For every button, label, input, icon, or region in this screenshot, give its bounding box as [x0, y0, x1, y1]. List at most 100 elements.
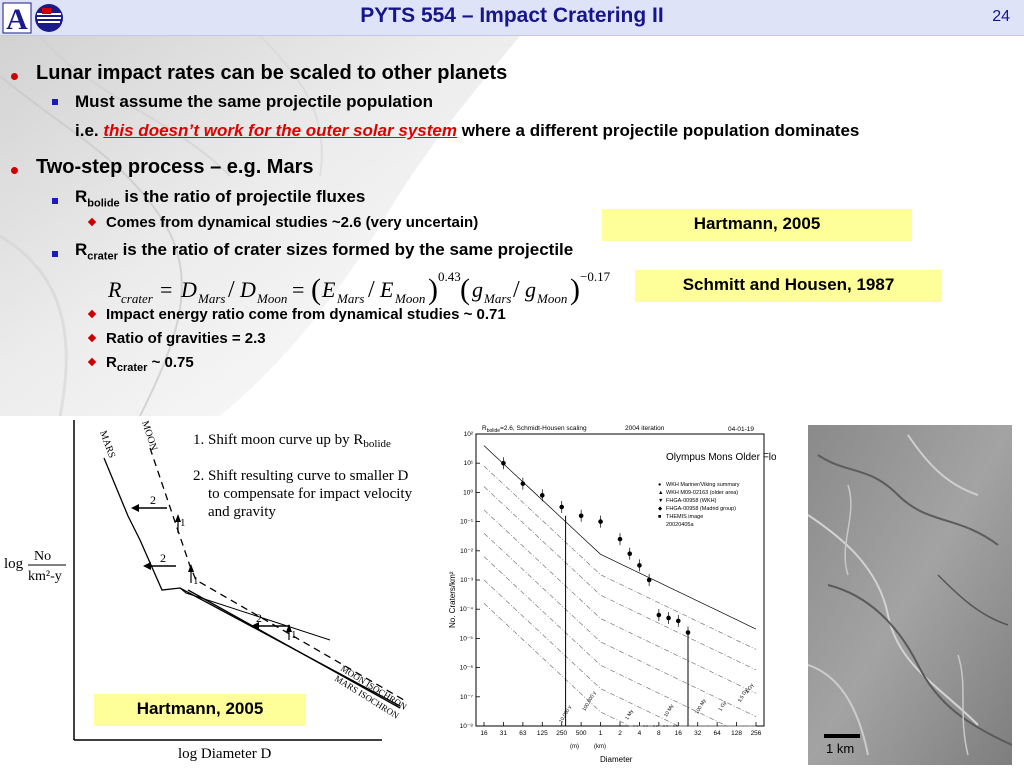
bullet-dot — [11, 167, 18, 174]
ie-prefix: i.e. — [75, 121, 104, 140]
university-logo: A — [2, 1, 66, 36]
legend-marker: ▲ — [658, 490, 663, 496]
data-point — [520, 481, 526, 486]
svg-text:g: g — [472, 277, 483, 302]
mars-curve-label: MARS — [97, 429, 117, 459]
chart-x-sublabel-m: (m) — [570, 744, 579, 750]
x-tick-label: 128 — [731, 730, 742, 737]
svg-text:D: D — [180, 277, 197, 302]
x-tick-label: 125 — [537, 730, 548, 737]
arrow-label-2c: 2 — [256, 611, 262, 625]
chart-x-axis-label: Diameter — [600, 755, 633, 764]
svg-text:=: = — [160, 277, 172, 302]
y-axis-denominator: km²-y — [28, 569, 62, 584]
svg-text:E: E — [321, 277, 336, 302]
x-tick-label: 500 — [576, 730, 587, 737]
scale-bar-label: 1 km — [826, 741, 854, 756]
olympus-mons-image: 1 km — [807, 425, 1013, 765]
chart-x-sublabel-km: (km) — [594, 744, 606, 750]
legend-entry: 20020405a — [666, 522, 694, 528]
legend-marker: ▼ — [658, 498, 663, 504]
arrow-label-1a: 1 — [180, 517, 186, 529]
y-tick-label: 10⁻⁶ — [460, 665, 474, 672]
bullet-ie-line: i.e. this doesn’t work for the outer sol… — [75, 121, 859, 141]
data-point — [539, 493, 545, 498]
legend-entry: THEMIS image — [666, 514, 703, 520]
arrow-label-2a: 2 — [150, 493, 156, 507]
y-axis-log: log — [4, 556, 24, 572]
logo-letter: A — [6, 3, 28, 35]
arrow-label-2b: 2 — [160, 551, 166, 565]
svg-text:/: / — [228, 277, 235, 303]
svg-text:0.43: 0.43 — [438, 269, 461, 284]
svg-text:crater: crater — [121, 291, 154, 306]
r-letter: R — [75, 187, 88, 206]
bullet-gravity-ratio: Ratio of gravities = 2.3 — [106, 330, 266, 347]
x-tick-label: 250 — [556, 730, 567, 737]
x-tick-label: 31 — [500, 730, 508, 737]
x-tick-label: 256 — [751, 730, 762, 737]
chart-ticks: 10² 10¹ 10⁰ 10⁻¹ 10⁻² 10⁻³ 10⁻⁴ 10⁻⁵ 10⁻⁶ 10⁻⁷ 10⁻… — [460, 431, 762, 737]
bullet-lunar-rates: Lunar impact rates can be scaled to othe… — [36, 62, 508, 84]
svg-text:=: = — [292, 277, 304, 302]
svg-text:−0.17: −0.17 — [580, 269, 611, 284]
data-point — [559, 504, 565, 510]
bullet-same-population: Must assume the same projectile populati… — [75, 92, 434, 111]
svg-text:): ) — [570, 273, 580, 306]
svg-text:Moon: Moon — [256, 291, 287, 306]
legend-entry: FHGA-00958 (WKH) — [666, 498, 717, 504]
step-1-text: 1. Shift moon curve up by Rbolide — [193, 432, 391, 450]
y-tick-label: 10⁻³ — [460, 577, 474, 584]
legend-marker: ● — [658, 482, 661, 488]
x-tick-label: 8 — [657, 730, 661, 737]
data-point — [637, 563, 642, 568]
bullet-dot — [11, 73, 18, 80]
svg-text:Moon: Moon — [394, 291, 425, 306]
legend-marker: ■ — [658, 514, 661, 520]
data-point — [675, 618, 681, 624]
svg-text:R: R — [108, 277, 122, 302]
citation-schmitt-housen-1987: Schmitt and Housen, 1987 — [635, 270, 942, 302]
bullet-square — [52, 198, 58, 204]
svg-text:/: / — [368, 277, 375, 303]
chart-header-mid: 2004 iteration — [625, 425, 665, 432]
chart-legend: ● WKH Mariner/Viking summary▲ WKH M09-0216… — [658, 482, 740, 528]
x-tick-label: 64 — [714, 730, 722, 737]
slide-title: PYTS 554 – Impact Cratering II — [360, 4, 664, 27]
data-point — [598, 519, 603, 524]
r-bolide-text: is the ratio of projectile fluxes — [119, 187, 366, 206]
r-crater-value-text: ~ 0.75 — [147, 354, 194, 371]
y-tick-label: 10⁻⁷ — [460, 694, 474, 701]
y-tick-label: 10¹ — [464, 460, 474, 467]
data-point — [666, 615, 671, 621]
y-tick-label: 10⁻⁴ — [460, 606, 474, 613]
moon-curve-label: MOON — [139, 420, 159, 452]
scaling-equation: R crater = D Mars / D Moon = ( E Mars / … — [107, 265, 628, 311]
bullet-square — [52, 99, 58, 105]
crater-subscript: crater — [87, 250, 118, 263]
y-tick-label: 10⁻⁸ — [460, 723, 474, 730]
crater-sfd-chart: Rbolide=2.6, Schmidt-Housen scaling 2004… — [440, 418, 789, 768]
data-point — [617, 536, 623, 542]
isochron-line — [483, 445, 757, 630]
bullet-square — [52, 251, 58, 257]
slide-header: A PYTS 554 – Impact Cratering II 24 — [0, 0, 1024, 36]
legend-marker: ◆ — [658, 506, 663, 512]
isochron-line — [483, 465, 757, 650]
bullet-r-crater: Rcrater is the ratio of crater sizes for… — [75, 240, 573, 262]
legend-entry: WKH M09-02163 (older area) — [666, 490, 738, 496]
isochron-label: 1 Gy — [718, 700, 729, 713]
svg-text:(: ( — [460, 273, 470, 306]
svg-text:Mars: Mars — [197, 291, 225, 306]
isochron-label: 4 Gy — [745, 682, 756, 695]
svg-text:): ) — [428, 273, 438, 306]
svg-text:(: ( — [311, 273, 321, 306]
chart-data-points — [501, 457, 691, 726]
isochron-line — [483, 486, 757, 671]
x-tick-label: 32 — [694, 730, 702, 737]
bullet-dynamical-studies: Comes from dynamical studies ~2.6 (very … — [106, 214, 479, 231]
outer-solar-system-warning: this doesn’t work for the outer solar sy… — [103, 121, 457, 140]
r-letter: R — [75, 240, 88, 259]
data-point — [646, 577, 652, 583]
arrow-label-1c: 1 — [291, 629, 297, 641]
